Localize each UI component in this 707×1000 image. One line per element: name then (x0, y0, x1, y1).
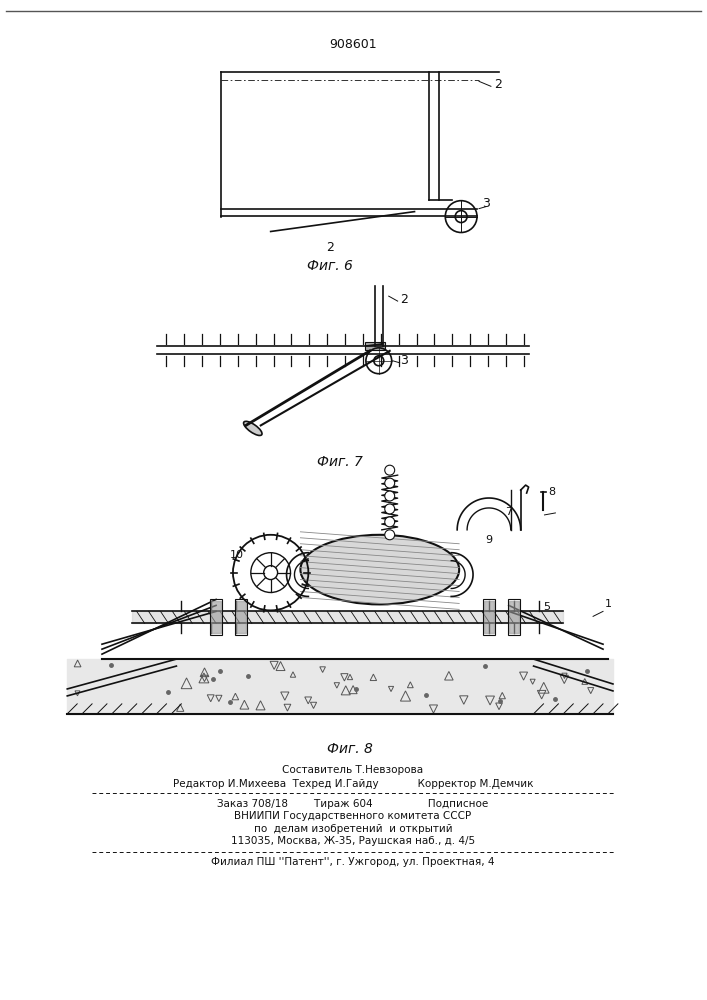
Ellipse shape (300, 535, 459, 604)
Text: Фиг. 7: Фиг. 7 (317, 455, 363, 469)
Text: 908601: 908601 (329, 38, 377, 51)
Circle shape (385, 491, 395, 501)
Circle shape (385, 517, 395, 527)
Text: 2: 2 (326, 241, 334, 254)
Text: 3: 3 (482, 197, 490, 210)
Text: Заказ 708/18        Тираж 604                 Подписное: Заказ 708/18 Тираж 604 Подписное (217, 799, 489, 809)
Text: по  делам изобретений  и открытий: по делам изобретений и открытий (254, 824, 452, 834)
Text: 113035, Москва, Ж-35, Раушская наб., д. 4/5: 113035, Москва, Ж-35, Раушская наб., д. … (231, 836, 475, 846)
Text: 5: 5 (543, 602, 550, 612)
Ellipse shape (244, 421, 262, 435)
Circle shape (385, 504, 395, 514)
Text: 2: 2 (399, 293, 407, 306)
Bar (235, 599, 247, 635)
Bar (365, 342, 385, 350)
Circle shape (385, 465, 395, 475)
Circle shape (385, 478, 395, 488)
Bar (483, 599, 495, 635)
Text: 2: 2 (494, 78, 502, 91)
Text: 3: 3 (399, 354, 407, 367)
Text: Фиг. 8: Фиг. 8 (327, 742, 373, 756)
Text: 1: 1 (604, 599, 612, 609)
Text: ВНИИПИ Государственного комитета СССР: ВНИИПИ Государственного комитета СССР (235, 811, 472, 821)
Text: 7: 7 (506, 507, 513, 517)
Text: 10: 10 (230, 550, 244, 560)
Text: 9: 9 (486, 535, 493, 545)
Text: Филиал ПШ ''Патент'', г. Ужгород, ул. Проектная, 4: Филиал ПШ ''Патент'', г. Ужгород, ул. Пр… (211, 857, 495, 867)
Bar (210, 599, 222, 635)
Text: 8: 8 (548, 487, 555, 497)
Text: Редактор И.Михеева  Техред И.Гайду            Корректор М.Демчик: Редактор И.Михеева Техред И.Гайду Коррек… (173, 779, 533, 789)
Bar (508, 599, 520, 635)
Text: Фиг. 6: Фиг. 6 (308, 259, 353, 273)
Circle shape (385, 530, 395, 540)
Text: Составитель Т.Невзорова: Составитель Т.Невзорова (282, 765, 423, 775)
